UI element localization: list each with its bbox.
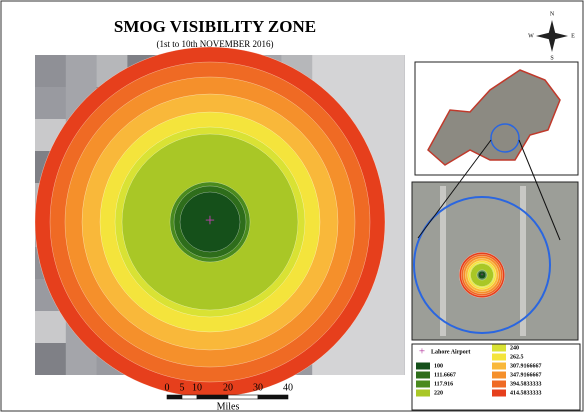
imagery-pixel xyxy=(343,87,374,119)
title: SMOG VISIBILITY ZONE xyxy=(114,17,316,36)
legend-label: 240 xyxy=(510,345,519,351)
imagery-pixel xyxy=(373,87,405,119)
visibility-ring xyxy=(477,270,487,280)
imagery-pixel xyxy=(312,55,344,87)
scale-tick-label: 20 xyxy=(223,382,233,393)
imagery-pixel xyxy=(343,343,374,375)
legend-swatch xyxy=(416,371,430,379)
scale-tick-label: 30 xyxy=(253,382,263,393)
legend-label: 414.5833333 xyxy=(510,390,542,396)
scale-segment xyxy=(257,394,289,400)
airport-marker: + xyxy=(480,272,483,278)
imagery-pixel xyxy=(65,55,97,87)
imagery-pixel xyxy=(343,55,374,87)
imagery-pixel xyxy=(373,279,405,311)
inset-airport: + xyxy=(411,139,579,341)
imagery-pixel xyxy=(373,343,405,375)
scale-segment xyxy=(227,394,259,400)
runway xyxy=(440,186,446,336)
legend-marker-label: Lahore Airport xyxy=(431,349,470,355)
legend-swatch xyxy=(416,380,430,388)
compass-e: E xyxy=(571,33,575,39)
legend-label: 307.9166667 xyxy=(510,363,542,369)
airport-symbol: + xyxy=(419,346,425,358)
scale-segment xyxy=(196,394,229,400)
scale-segment xyxy=(166,394,183,400)
inset-circle xyxy=(490,123,520,153)
scale-tick-label: 40 xyxy=(283,382,293,393)
legend-label: 100 xyxy=(434,363,443,369)
compass-s: S xyxy=(550,55,553,61)
scale-tick-label: 10 xyxy=(192,382,202,393)
inset-rings: + xyxy=(459,252,505,298)
legend-swatch xyxy=(492,362,506,370)
imagery-pixel xyxy=(373,55,405,87)
imagery-pixel xyxy=(35,87,66,119)
legend-swatch xyxy=(492,353,506,361)
inset-region xyxy=(414,61,579,176)
airport-marker: + xyxy=(205,210,215,230)
connector-line xyxy=(518,139,561,241)
legend-swatch xyxy=(492,380,506,388)
scale-tick-label: 5 xyxy=(180,382,185,393)
legend-label: 220 xyxy=(434,390,443,396)
legend-label: 347.9166667 xyxy=(510,372,542,378)
legend-label: 394.5833333 xyxy=(510,381,542,387)
visibility-ring xyxy=(179,191,241,253)
compass-rose xyxy=(536,20,568,52)
legend-swatch xyxy=(416,362,430,370)
imagery-pixel xyxy=(35,311,66,343)
legend: + Lahore Airport 100 111.6667 117.916 220 24… xyxy=(411,343,581,411)
legend-swatch xyxy=(492,344,506,352)
legend-label: 262.5 xyxy=(510,354,524,360)
legend-swatch xyxy=(492,371,506,379)
district-outline xyxy=(427,69,561,166)
scale-segment xyxy=(181,394,198,400)
inset-circle xyxy=(413,196,551,334)
subtitle: (1st to 10th NOVEMBER 2016) xyxy=(157,39,274,49)
legend-label: 117.916 xyxy=(434,381,453,387)
legend-label: 111.6667 xyxy=(434,372,456,378)
main-map: + xyxy=(34,46,405,398)
runway xyxy=(520,186,526,336)
legend-swatch xyxy=(416,389,430,397)
legend-swatch xyxy=(492,389,506,397)
scale-bar: 0 5 10 20 30 40 Miles xyxy=(165,382,294,412)
scale-unit: Miles xyxy=(217,401,240,412)
scale-tick-label: 0 xyxy=(165,382,170,393)
compass-n: N xyxy=(550,11,555,17)
connector-line xyxy=(417,139,492,239)
imagery-pixel xyxy=(373,119,405,151)
imagery-pixel xyxy=(35,343,66,375)
compass: N S E W xyxy=(528,11,575,61)
compass-w: W xyxy=(528,33,534,39)
imagery-pixel xyxy=(373,311,405,343)
imagery-pixel xyxy=(35,55,66,87)
